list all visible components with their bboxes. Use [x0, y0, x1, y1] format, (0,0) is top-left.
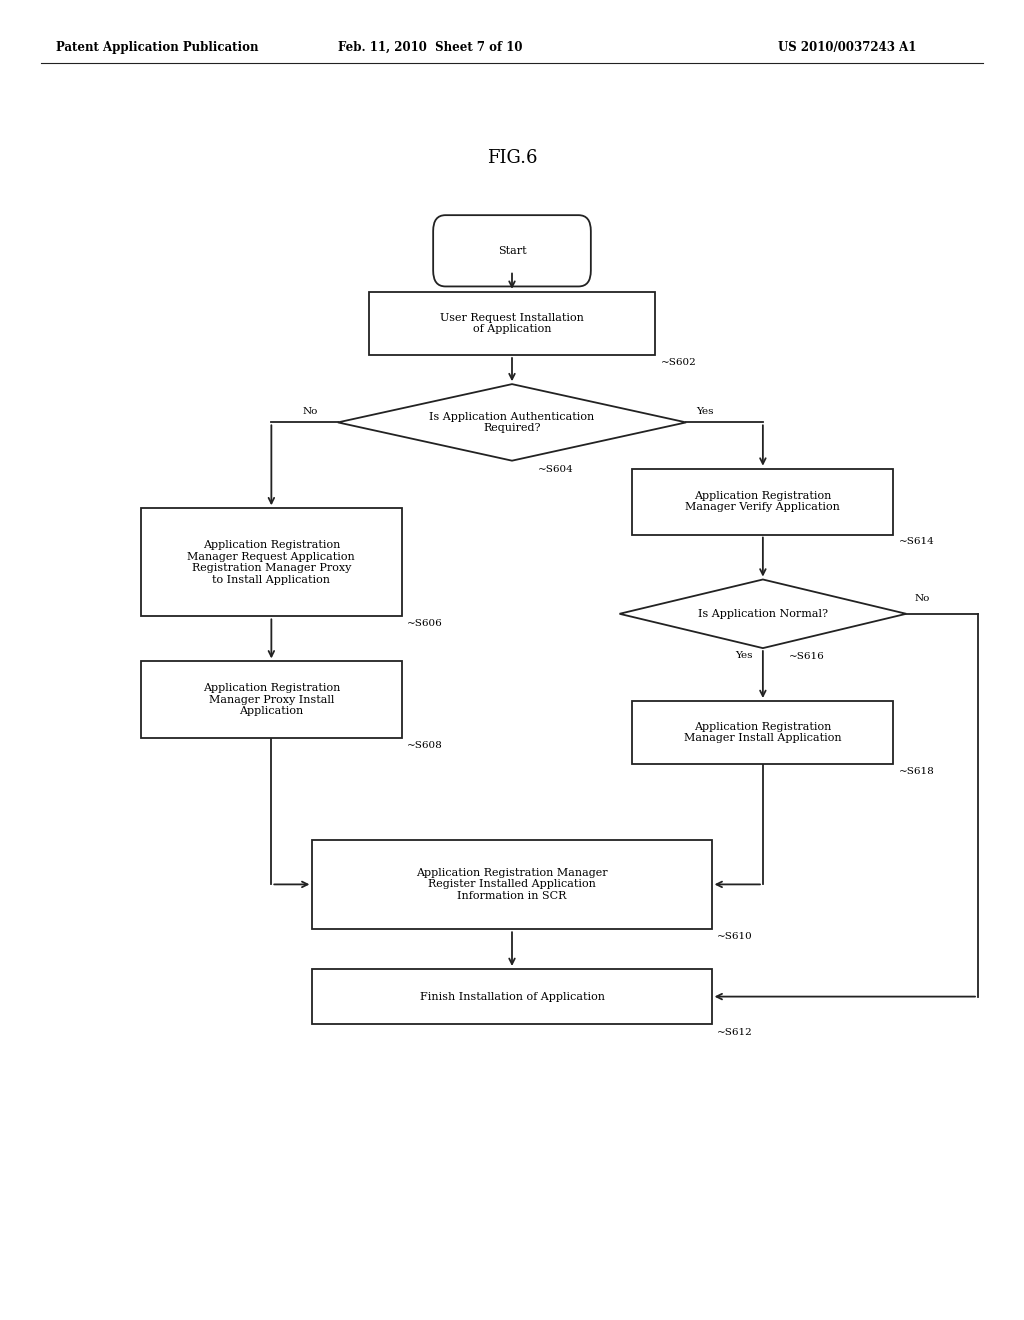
Text: Application Registration
Manager Verify Application: Application Registration Manager Verify … [685, 491, 841, 512]
Text: ~S614: ~S614 [899, 537, 934, 546]
Polygon shape [338, 384, 686, 461]
Text: ~S606: ~S606 [408, 619, 442, 628]
Polygon shape [620, 579, 906, 648]
Text: Feb. 11, 2010  Sheet 7 of 10: Feb. 11, 2010 Sheet 7 of 10 [338, 41, 522, 54]
Text: No: No [302, 407, 317, 416]
Text: No: No [914, 594, 930, 603]
Text: Yes: Yes [735, 651, 753, 660]
Bar [632, 469, 893, 535]
Text: Yes: Yes [696, 407, 714, 416]
Text: Start: Start [498, 246, 526, 256]
Text: User Request Installation
of Application: User Request Installation of Application [440, 313, 584, 334]
Text: ~S618: ~S618 [899, 767, 934, 776]
Text: ~S608: ~S608 [408, 741, 442, 750]
Text: Patent Application Publication: Patent Application Publication [56, 41, 259, 54]
Bar [632, 701, 893, 764]
Text: Application Registration
Manager Proxy Install
Application: Application Registration Manager Proxy I… [203, 682, 340, 717]
Bar [369, 292, 655, 355]
Text: US 2010/0037243 A1: US 2010/0037243 A1 [778, 41, 916, 54]
Text: Application Registration
Manager Install Application: Application Registration Manager Install… [684, 722, 842, 743]
Text: ~S602: ~S602 [660, 358, 696, 367]
FancyBboxPatch shape [433, 215, 591, 286]
Text: ~S610: ~S610 [717, 932, 753, 941]
Text: ~S616: ~S616 [788, 652, 824, 661]
Text: Is Application Authentication
Required?: Is Application Authentication Required? [429, 412, 595, 433]
Bar [312, 969, 712, 1024]
Text: Is Application Normal?: Is Application Normal? [698, 609, 827, 619]
Text: Application Registration
Manager Request Application
Registration Manager Proxy
: Application Registration Manager Request… [187, 540, 355, 585]
Bar [141, 661, 401, 738]
Text: ~S612: ~S612 [717, 1028, 753, 1038]
Text: Finish Installation of Application: Finish Installation of Application [420, 991, 604, 1002]
Bar [312, 840, 712, 929]
Text: FIG.6: FIG.6 [486, 149, 538, 168]
Text: ~S604: ~S604 [538, 465, 573, 474]
Text: Application Registration Manager
Register Installed Application
Information in S: Application Registration Manager Registe… [416, 867, 608, 902]
Bar [141, 508, 401, 616]
